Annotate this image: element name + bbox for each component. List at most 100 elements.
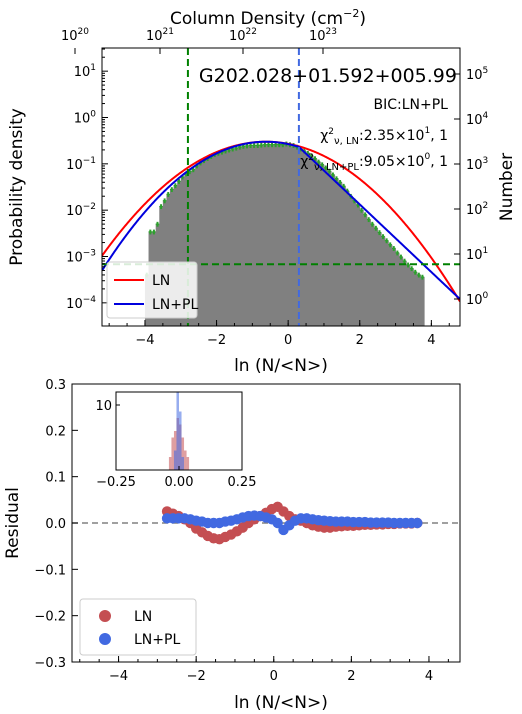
histogram-bar	[241, 146, 246, 326]
histogram-bar	[327, 171, 332, 326]
histogram-bars	[144, 143, 425, 326]
inset-ticks: −0.25 0.00 0.25 10	[95, 399, 256, 490]
histogram-bar	[420, 277, 425, 326]
top-panel: −4 −2 0 2 4 10−4 10−3 10−2 10−1 100 101 100 101 102 10…	[7, 7, 517, 376]
right-tick-label: 103	[466, 156, 488, 173]
histogram-bar	[255, 145, 260, 326]
histogram-bar	[230, 148, 235, 326]
y-tick-label: 0.3	[45, 378, 66, 393]
x-tick-label: −4	[109, 669, 128, 684]
histogram-bar	[288, 144, 293, 326]
top-tick-label: 1020	[61, 27, 89, 44]
inset-ln-bar	[168, 457, 172, 470]
histogram-bar	[399, 256, 404, 326]
inset-lnpl-bar	[179, 411, 182, 470]
histogram-bar	[302, 150, 307, 326]
histogram-bar	[313, 158, 318, 326]
y-tick-label: 10−3	[66, 249, 96, 266]
x-tick-label: 4	[425, 669, 433, 684]
histogram-bar	[306, 153, 311, 326]
inset-ln-bar	[186, 457, 190, 470]
x-tick-label: 0	[270, 669, 278, 684]
histogram-bar	[263, 144, 268, 326]
lnpl-residual-point	[412, 517, 423, 529]
inset-y-tick-label: 10	[95, 399, 112, 414]
histogram-bar	[209, 156, 214, 326]
inset-x-tick-label: 0.25	[228, 475, 257, 490]
histogram-bar	[245, 145, 250, 326]
histogram-bar	[349, 196, 353, 326]
ln-pl-fit-curve	[102, 140, 460, 300]
right-tick-label: 101	[466, 246, 488, 263]
histogram-bar	[417, 274, 422, 326]
y-tick-label: 0.0	[45, 517, 66, 532]
legend-ln-label-bottom: LN	[134, 609, 152, 625]
histogram-bar	[356, 204, 361, 326]
y-tick-label: 101	[74, 63, 96, 80]
histogram-bar	[270, 144, 275, 326]
histogram-bar	[366, 219, 371, 326]
legend-ln-marker	[99, 610, 111, 622]
inset-bars	[168, 392, 190, 470]
chart-title: G202.028+01.592+005.99	[199, 65, 457, 87]
histogram-bar	[316, 161, 321, 326]
histogram-bar	[331, 174, 336, 326]
histogram-bar	[298, 148, 303, 326]
histogram-bar	[184, 173, 189, 326]
top-tick-label: 1023	[309, 27, 337, 44]
inset-histogram: −0.25 0.00 0.25 10	[95, 391, 256, 490]
right-tick-label: 104	[466, 111, 489, 128]
inset-lnpl-bar	[181, 457, 185, 470]
x-tick-label: 2	[347, 669, 355, 684]
histogram-bar	[341, 186, 346, 326]
histogram-bar	[395, 252, 400, 326]
histogram-bar	[273, 144, 278, 326]
x-tick-label: −2	[187, 669, 206, 684]
histogram-bar	[238, 147, 243, 326]
y-tick-label: −0.3	[34, 656, 66, 671]
histogram-bar	[191, 169, 196, 326]
x-tick-label: 0	[284, 333, 292, 348]
histogram-bar	[177, 181, 182, 326]
right-tick-label: 105	[466, 66, 488, 83]
top-y-label: Probability density	[7, 108, 27, 266]
histogram-bar	[166, 194, 171, 326]
x-tick-label: −4	[135, 333, 154, 348]
top-x-label: ln (N/<N>)	[234, 356, 328, 376]
histogram-bar	[220, 152, 225, 326]
y-tick-label: −0.1	[34, 563, 66, 578]
inset-x-tick-label: −0.25	[96, 475, 136, 490]
histogram-bar	[205, 158, 210, 326]
inset-lnpl-bar	[176, 392, 179, 470]
histogram-bar	[291, 145, 296, 326]
top-legend: LN LN+PL	[106, 261, 198, 319]
histogram-bar	[227, 149, 232, 326]
histogram-bar	[402, 260, 407, 326]
histogram-bar	[406, 264, 411, 326]
histogram-bar	[277, 144, 282, 326]
histogram-bar	[284, 143, 289, 326]
y-tick-label: 10−2	[66, 202, 96, 219]
histogram-bar	[170, 189, 174, 326]
histogram-bar	[320, 164, 325, 326]
histogram-bar	[295, 147, 300, 326]
histogram-bar	[212, 154, 217, 326]
chi2-lnpl-annotation: χ2ν, LN+PL:9.05×100, 1	[300, 152, 448, 173]
histogram-bar	[377, 232, 382, 326]
lnpl-residual-point	[272, 517, 283, 529]
x-tick-label: 2	[356, 333, 364, 348]
histogram-bar	[388, 244, 393, 326]
top-tick-label: 1021	[146, 27, 174, 44]
top-axis-ticks: −4 −2 0 2 4 10−4 10−3 10−2 10−1 100 101 100 101 102 10…	[61, 27, 489, 348]
histogram-bar	[363, 214, 368, 326]
histogram-bar	[370, 224, 375, 326]
histogram-bar	[338, 182, 343, 326]
y-tick-label: 10−4	[66, 295, 96, 312]
histogram-bar	[409, 268, 414, 326]
legend-lnpl-label-bottom: LN+PL	[134, 632, 180, 648]
inset-ln-bar	[171, 437, 174, 470]
histogram-bar	[374, 228, 379, 326]
right-tick-label: 100	[466, 291, 489, 308]
x-tick-label: 4	[427, 333, 435, 348]
